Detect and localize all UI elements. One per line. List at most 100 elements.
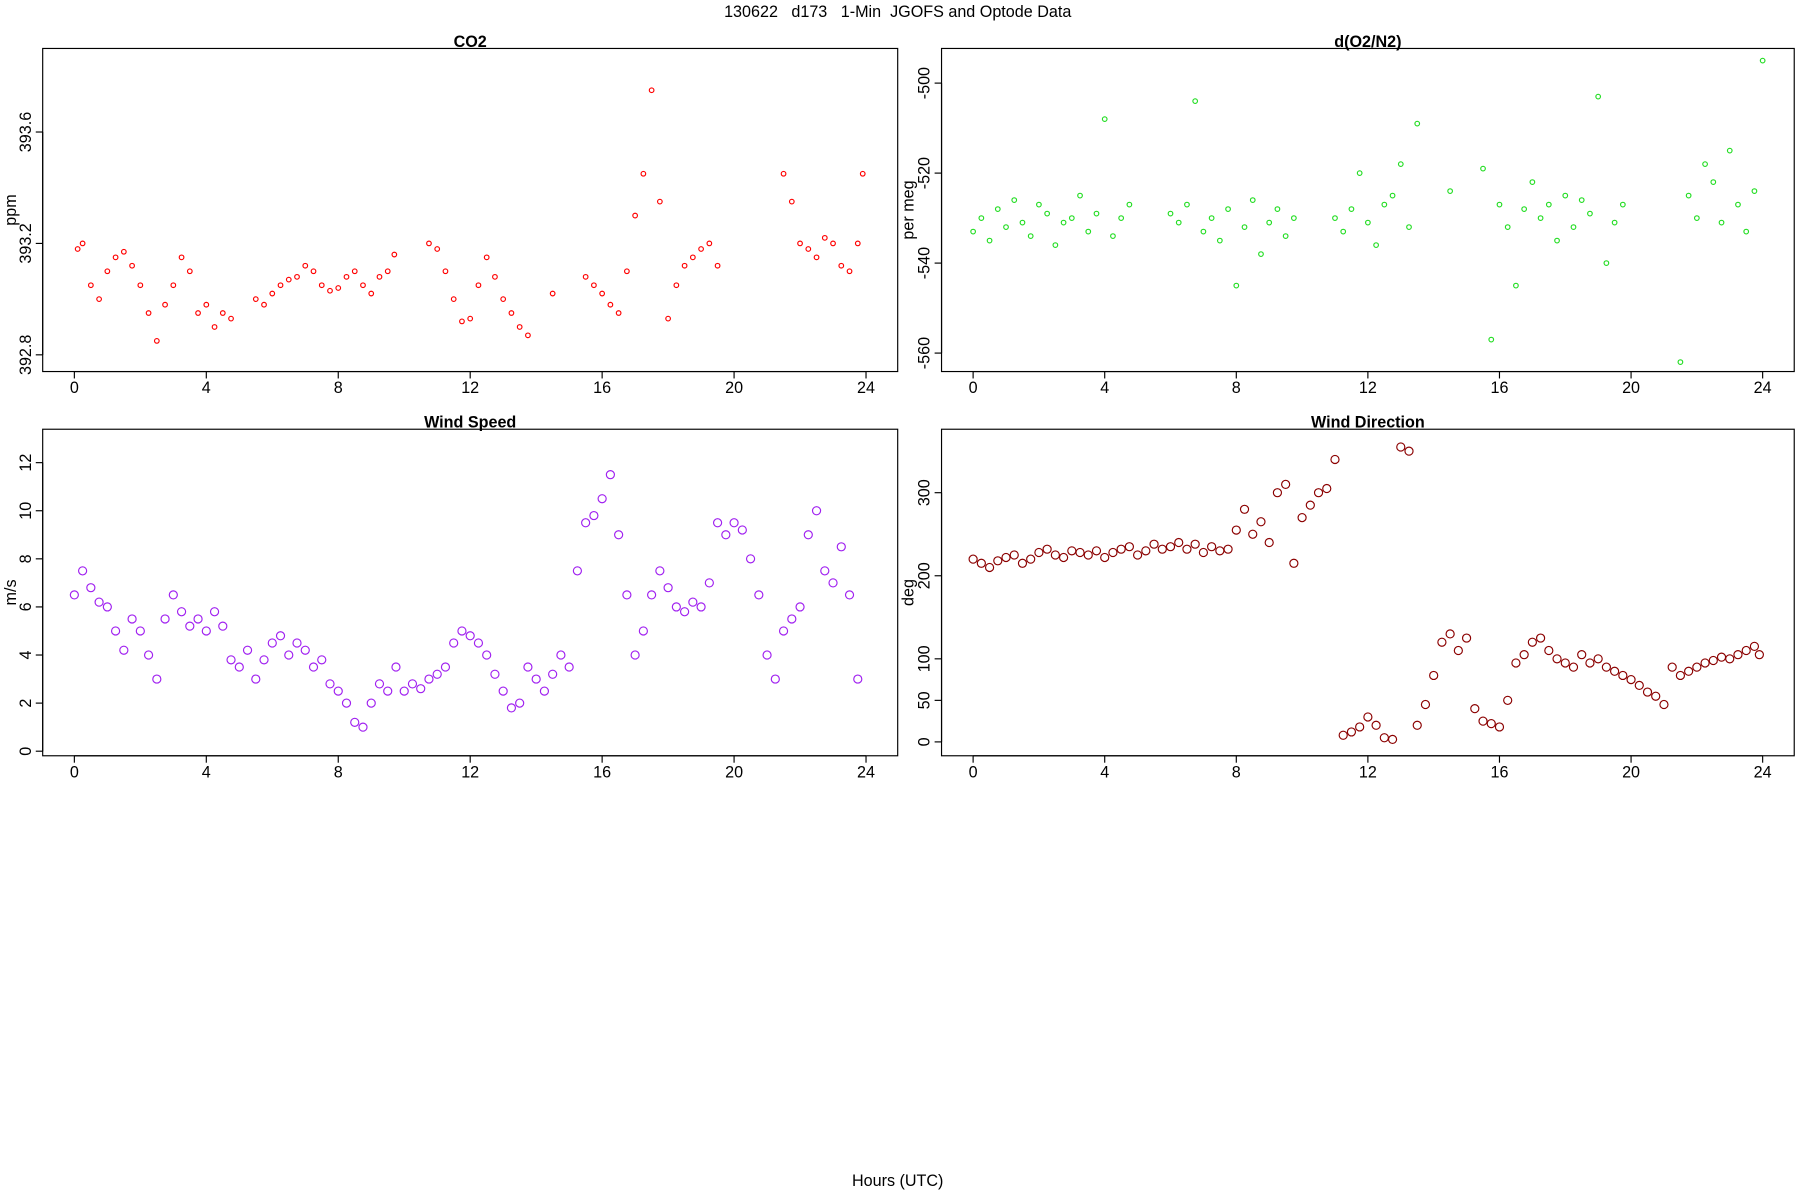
x-tick-label: 24 [1754,763,1772,781]
data-point [277,282,284,289]
data-point [1480,165,1486,172]
data-point [475,282,482,289]
data-point [1208,215,1215,221]
data-point [226,655,236,665]
data-point [673,282,680,289]
panel-title: Wind Direction [1311,414,1425,432]
data-point [688,597,698,607]
data-point [1215,546,1225,556]
data-point [984,562,995,573]
data-point [74,246,81,252]
data-point [275,631,286,641]
data-point [671,602,681,612]
data-point [548,669,558,679]
data-point [1667,662,1677,672]
data-point [94,597,104,607]
data-point [483,254,490,261]
data-point [1198,547,1209,558]
data-point [1478,716,1488,726]
x-tick-label: 16 [1490,379,1508,397]
data-point [1504,224,1511,230]
data-point [696,602,706,612]
data-point [153,338,160,344]
data-point [112,254,119,261]
data-point [333,686,343,696]
data-point [1026,554,1036,564]
data-point [1397,161,1404,167]
data-point [582,273,589,280]
data-point [350,717,360,727]
data-point [679,607,690,617]
data-point [1256,517,1266,527]
data-point [828,578,838,588]
data-point [1535,633,1546,643]
data-point [267,638,277,648]
data-point [1355,722,1365,732]
data-point [1034,547,1044,558]
data-point [1019,219,1026,226]
data-point [1659,699,1669,710]
data-point [647,590,657,600]
data-point [86,583,96,593]
data-point [391,251,398,258]
data-point [1634,680,1644,691]
data-point [160,614,170,624]
data-point [310,268,317,275]
data-point [1044,210,1051,217]
data-point [1700,658,1710,668]
data-point [1126,201,1133,208]
data-point [572,566,583,576]
data-point [1741,645,1751,656]
data-point [797,240,803,247]
data-point [1486,719,1496,729]
data-point [714,262,721,269]
data-point [704,578,714,588]
data-point [176,607,187,617]
data-point [490,669,500,679]
data-point [1233,282,1240,289]
y-tick-label: -540 [916,247,934,279]
data-point [1364,219,1371,226]
data-point [203,301,210,308]
data-point [813,254,820,261]
panel-title: Wind Speed [424,414,516,432]
data-point [162,301,168,308]
x-tick-label: 0 [70,379,79,397]
data-point [294,273,300,280]
data-point [770,674,780,684]
data-point [1603,260,1610,266]
data-point [325,679,335,689]
data-point [1552,654,1562,664]
data-point [450,296,457,303]
data-point [506,703,517,713]
data-point [1108,547,1118,558]
data-point [366,698,376,708]
data-point [1675,670,1686,681]
data-point [853,674,863,684]
data-point [1223,544,1233,554]
data-point [1101,116,1108,122]
x-tick-label: 24 [1754,379,1772,397]
data-point [178,254,185,261]
data-point [1568,662,1579,672]
data-point [1743,228,1750,235]
y-tick-label: 100 [916,645,934,672]
x-tick-label: 12 [1359,379,1377,397]
data-point [986,237,993,244]
data-point [1003,224,1009,230]
data-point [1274,206,1281,212]
data-point [859,170,866,177]
data-point [656,198,663,205]
data-point [745,554,756,564]
data-point [1141,546,1151,556]
data-point [1619,201,1626,208]
data-point [698,246,704,252]
x-tick-label: 20 [1622,379,1640,397]
x-tick-label: 8 [1232,379,1241,397]
data-point [1264,537,1274,548]
data-point [1001,552,1011,563]
data-point [292,638,302,648]
data-point [368,290,375,297]
data-point [416,684,426,694]
